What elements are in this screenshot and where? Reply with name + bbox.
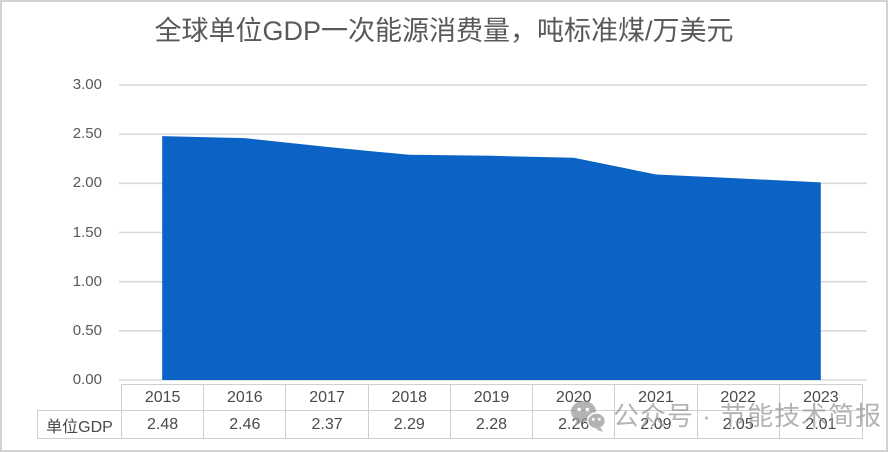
- data-table-series-label: 单位GDP: [37, 410, 122, 439]
- y-axis-tick-label: 0.00: [72, 371, 102, 388]
- table-value-cell: 2.09: [615, 411, 698, 438]
- table-value-cell: 2.46: [204, 411, 287, 438]
- data-table: 2015 2016 2017 2018 2019 2020 2021 2022 2023 2.48…: [121, 384, 863, 439]
- table-year-cell: 2015: [122, 385, 205, 411]
- table-year-cell: 2016: [204, 385, 287, 411]
- table-year-cell: 2020: [533, 385, 616, 411]
- table-year-cell: 2022: [697, 385, 780, 411]
- table-year-cell: 2017: [286, 385, 369, 411]
- table-value-cell: 2.29: [369, 411, 451, 438]
- table-value-cell: 2.48: [122, 411, 205, 438]
- y-axis-tick-label: 1.50: [72, 223, 102, 241]
- area-series: [162, 136, 821, 380]
- y-axis-tick-label: 0.50: [72, 321, 102, 339]
- table-value-cell: 2.01: [805, 415, 837, 433]
- table-year-cell: 2023: [779, 385, 862, 411]
- table-year-cell: 2021: [615, 385, 698, 411]
- y-axis-tick-label: 2.00: [72, 174, 102, 192]
- chart-title: 全球单位GDP一次能源消费量，吨标准煤/万美元: [154, 16, 734, 46]
- table-value-cell: 2.37: [286, 411, 369, 438]
- table-year-cell: 2018: [368, 385, 451, 411]
- y-axis-tick-label: 3.00: [72, 76, 102, 93]
- table-value-cell: 2.26: [533, 411, 616, 438]
- table-value-cell: 2.28: [451, 411, 534, 438]
- table-value-cell: 2.05: [698, 411, 780, 438]
- table-year-cell: 2019: [450, 385, 534, 411]
- y-axis-tick-label: 1.00: [72, 272, 102, 290]
- y-axis-tick-label: 2.50: [72, 125, 102, 143]
